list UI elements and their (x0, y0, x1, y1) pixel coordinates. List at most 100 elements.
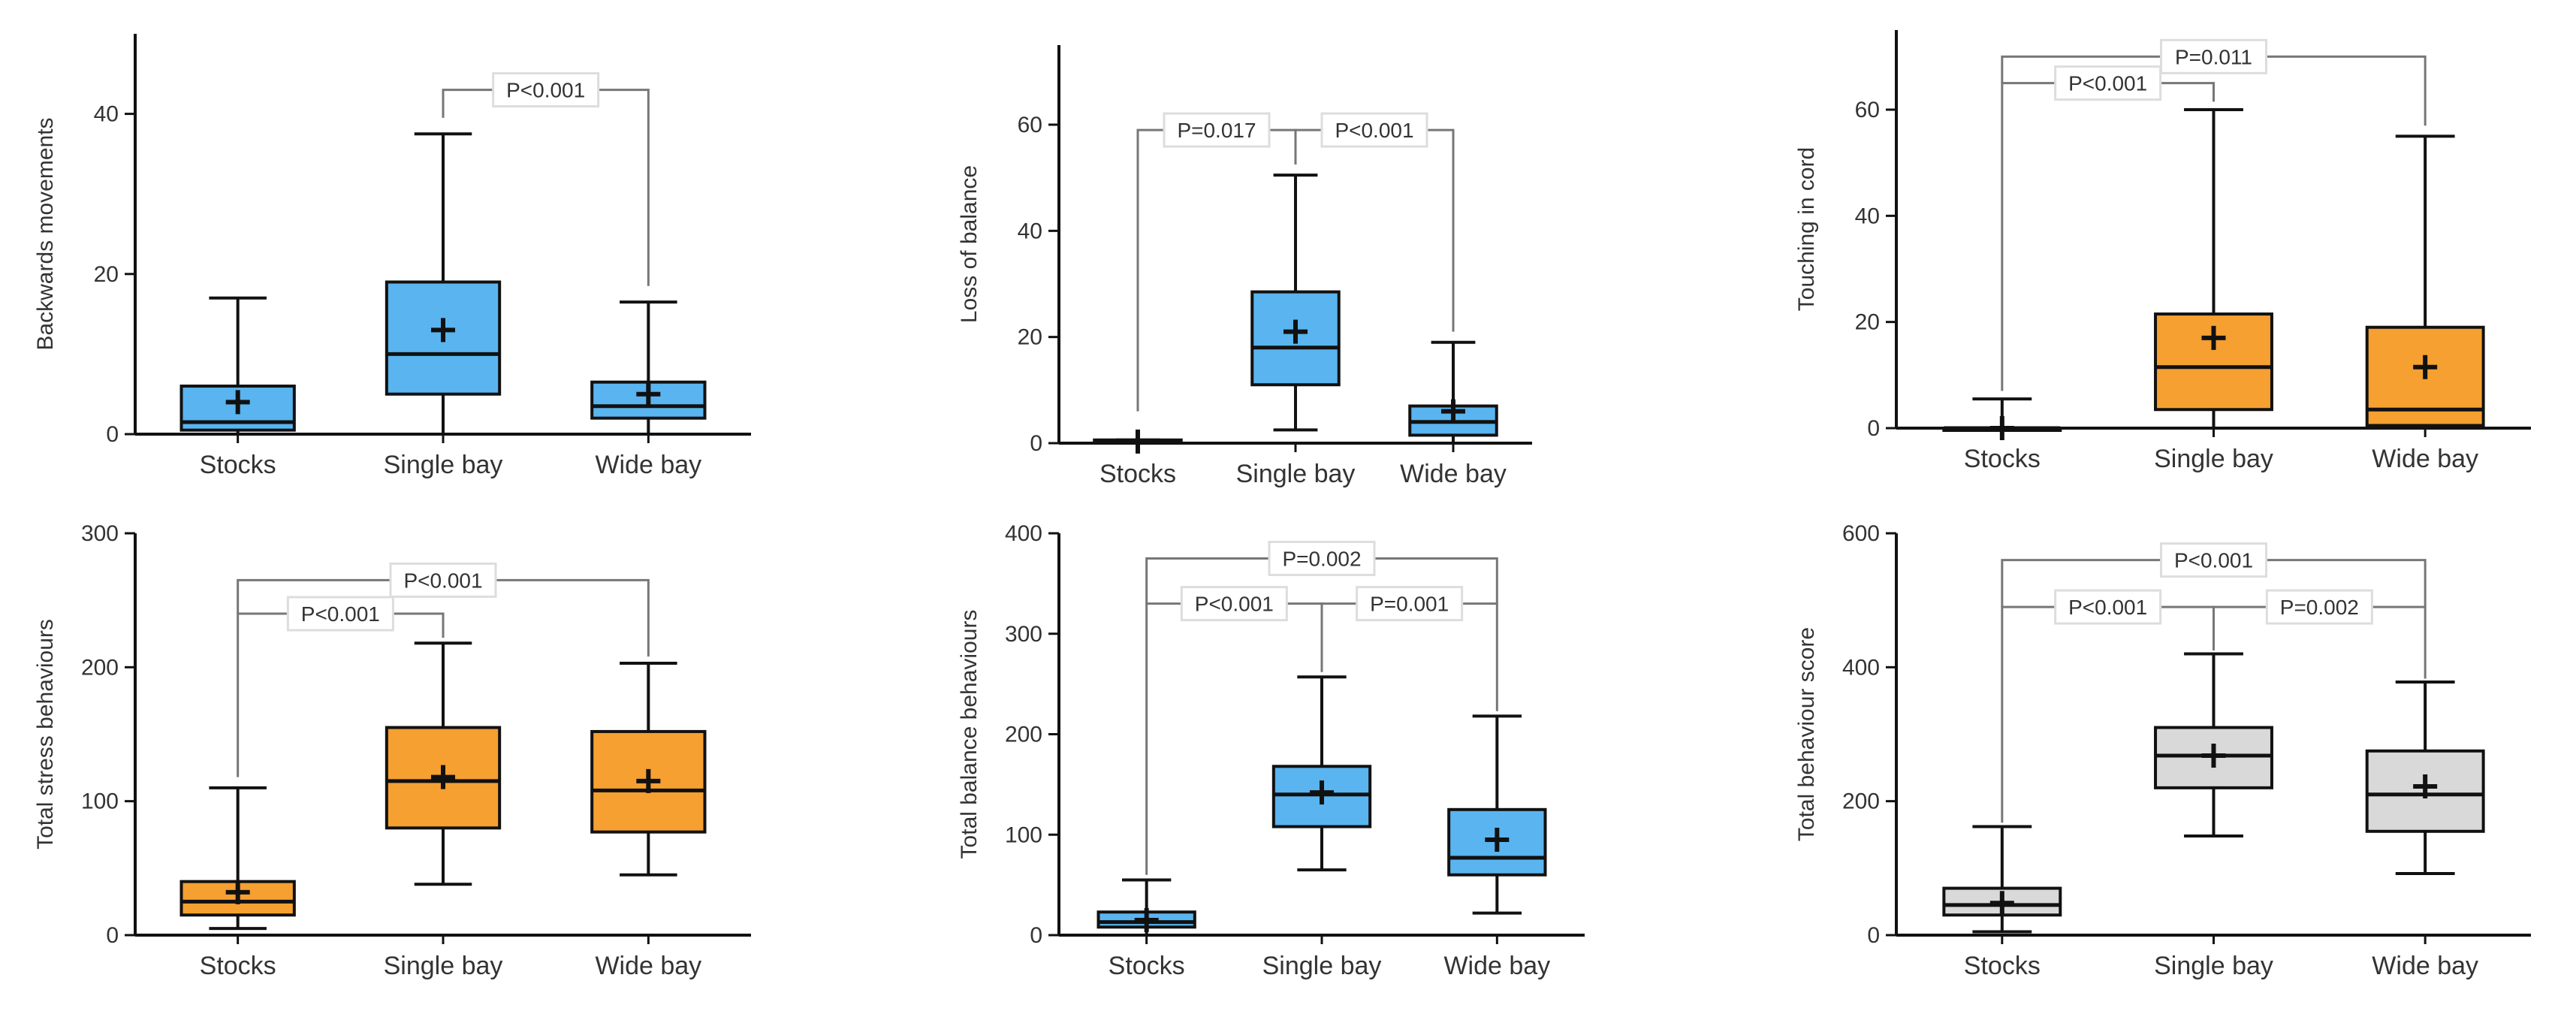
y-tick-label: 400 (1005, 521, 1042, 546)
y-tick-label: 20 (94, 262, 119, 287)
x-tick-label: Stocks (200, 451, 276, 479)
p-value-box (2054, 65, 2162, 101)
significance-bracket: P=0.002 (1145, 540, 1498, 604)
significance-bracket: P<0.001 (2001, 589, 2215, 823)
p-value-box (2160, 542, 2267, 578)
y-tick-label: 0 (1867, 923, 1880, 948)
significance-bracket: P=0.001 (1320, 586, 1498, 711)
y-tick-label: 0 (106, 422, 119, 447)
p-value-label: P<0.001 (301, 602, 380, 626)
p-value-label: P<0.001 (1195, 593, 1274, 616)
y-tick-label: 40 (94, 102, 119, 127)
box-plot-3 (1447, 714, 1547, 915)
y-axis-label: Loss of balance (957, 165, 982, 323)
y-axis-label: Total balance behaviours (957, 610, 982, 859)
y-tick-label: 20 (1018, 325, 1042, 350)
p-value-label: P=0.002 (2280, 596, 2359, 619)
x-tick-label: Single bay (384, 952, 503, 980)
significance-bracket: P<0.001 (1294, 112, 1455, 332)
y-tick-label: 0 (1867, 416, 1880, 441)
y-tick-label: 100 (1005, 822, 1042, 847)
p-value-label: P<0.001 (506, 79, 585, 102)
chart-panel-1: 0 20 40 Backwards movements Stocks Single bay… (33, 34, 751, 479)
x-tick-label: Wide bay (2372, 445, 2478, 473)
box-plot-2 (2154, 652, 2273, 838)
box-plot-3 (2365, 134, 2485, 430)
chart-panel-4: 0 100 200 300 Total stress behaviours Stocks S… (33, 521, 751, 980)
y-tick-label: 0 (106, 923, 119, 948)
x-tick-label: Wide bay (2372, 952, 2478, 980)
p-value-box (1180, 586, 1288, 622)
chart-panel-5: 0 100 200 300 400 Total balance behaviours Sto… (957, 521, 1585, 980)
box-plot-2 (1271, 675, 1372, 872)
p-value-box (1356, 586, 1464, 622)
x-tick-label: Single bay (1236, 460, 1356, 488)
x-tick-label: Stocks (200, 952, 276, 980)
significance-bracket: P<0.001 (2001, 542, 2427, 608)
chart-panel-3: 0 20 40 60 Touching in cord Stocks Single bay W… (1794, 30, 2531, 473)
x-tick-label: Stocks (1964, 445, 2041, 473)
y-tick-label: 200 (1005, 723, 1042, 747)
p-value-box (2160, 38, 2267, 74)
y-tick-label: 0 (1030, 431, 1042, 456)
y-tick-label: 100 (81, 789, 119, 814)
box-plot-1 (1942, 825, 2062, 934)
box-plot-2 (385, 641, 502, 886)
box-plot-1 (179, 786, 296, 931)
y-axis-label: Touching in cord (1794, 147, 1819, 311)
p-value-label: P<0.001 (403, 569, 482, 592)
significance-bracket: P=0.002 (2213, 589, 2427, 679)
x-tick-label: Single bay (2154, 445, 2273, 473)
y-tick-label: 300 (1005, 622, 1042, 647)
box-plot-1 (1942, 397, 2062, 440)
box-plot-3 (2365, 680, 2485, 875)
y-tick-label: 20 (1855, 310, 1880, 335)
x-tick-label: Stocks (1964, 952, 2041, 980)
box-plot-1 (1096, 878, 1196, 937)
x-tick-label: Stocks (1099, 460, 1176, 488)
p-value-label: P<0.001 (2174, 549, 2253, 572)
x-tick-label: Stocks (1109, 952, 1185, 980)
significance-bracket: P=0.017 (1136, 112, 1297, 412)
p-value-box (286, 596, 394, 632)
p-value-box (1268, 540, 1376, 576)
bracket-line (442, 89, 650, 286)
p-value-box (492, 72, 600, 108)
significance-bracket: P<0.001 (237, 562, 650, 657)
x-tick-label: Wide bay (1443, 952, 1550, 980)
box-plot-3 (1408, 340, 1498, 445)
p-value-box (389, 562, 497, 598)
y-tick-label: 300 (81, 521, 119, 546)
y-axis-label: Total stress behaviours (33, 619, 58, 850)
y-tick-label: 200 (81, 655, 119, 680)
y-tick-label: 0 (1030, 923, 1042, 948)
iqr-box (1250, 290, 1341, 387)
x-tick-label: Single bay (384, 451, 503, 479)
p-value-label: P<0.001 (2068, 72, 2147, 95)
p-value-label: P=0.002 (1282, 547, 1361, 570)
box-plot-2 (385, 132, 502, 436)
y-tick-label: 40 (1855, 204, 1880, 228)
significance-bracket: P<0.001 (1145, 586, 1323, 875)
x-tick-label: Single bay (1262, 952, 1382, 980)
y-tick-label: 600 (1842, 521, 1880, 546)
p-value-label: P=0.011 (2175, 45, 2252, 68)
box-plot-1 (1093, 429, 1183, 454)
y-axis-label: Total behaviour score (1794, 627, 1819, 841)
bracket-line (2001, 605, 2215, 823)
y-tick-label: 60 (1018, 113, 1042, 137)
y-tick-label: 200 (1842, 789, 1880, 814)
significance-bracket: P=0.011 (2001, 38, 2427, 126)
y-tick-label: 400 (1842, 655, 1880, 680)
chart-panel-6: 0 200 400 600 Total behaviour score Stocks Sin… (1794, 521, 2531, 980)
p-value-box (2054, 589, 2162, 625)
box-plot-3 (590, 661, 707, 877)
p-value-box (1320, 112, 1428, 148)
box-plot-1 (179, 296, 296, 436)
y-tick-label: 40 (1018, 219, 1042, 243)
significance-bracket: P<0.001 (2001, 65, 2215, 391)
x-tick-label: Wide bay (595, 451, 701, 479)
x-tick-label: Wide bay (595, 952, 701, 980)
p-value-box (2265, 589, 2373, 625)
